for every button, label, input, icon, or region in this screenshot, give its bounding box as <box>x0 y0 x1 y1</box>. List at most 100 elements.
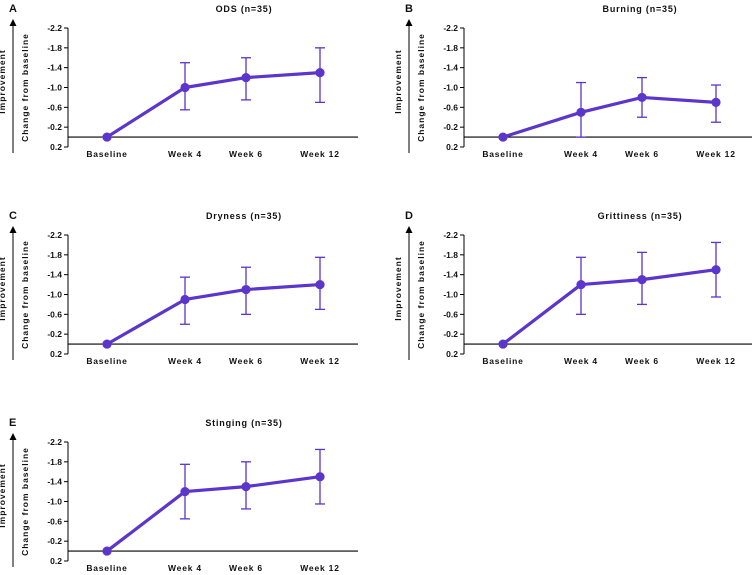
y-tick-label: -2.2 <box>47 23 62 33</box>
y-tick-label: -0.6 <box>47 309 62 319</box>
y-tick-label: -1.4 <box>47 270 62 280</box>
data-point <box>241 284 251 295</box>
series-line <box>502 268 717 346</box>
data-point <box>241 482 251 492</box>
y-tick-label: -1.8 <box>47 457 62 467</box>
improvement-label: Improvement <box>393 49 403 113</box>
x-tick-label: Week 6 <box>229 356 263 366</box>
y-tick-label: -2.2 <box>47 230 62 240</box>
data-point <box>180 486 190 497</box>
y-tick-label: -1.8 <box>443 43 458 53</box>
series-line <box>106 475 321 553</box>
x-tick-label: Week 12 <box>696 356 735 366</box>
panel-letter: C <box>9 210 17 222</box>
y-tick-label: -2.2 <box>47 437 62 447</box>
data-point <box>498 339 508 349</box>
x-tick-label: Week 4 <box>564 149 598 159</box>
y-axis-title: Change from baseline <box>416 33 426 142</box>
chart-title: Stinging (n=35) <box>205 418 282 428</box>
series-line <box>106 71 321 139</box>
x-tick-label: Week 12 <box>300 356 339 366</box>
improvement-arrow-icon <box>9 19 17 26</box>
panel-letter: D <box>405 210 413 222</box>
panel-letter: E <box>9 417 16 429</box>
chart-title: Grittiness (n=35) <box>598 211 683 221</box>
y-tick-label: -0.2 <box>47 329 62 339</box>
y-tick-label: -2.2 <box>443 230 458 240</box>
x-tick-label: Baseline <box>86 563 127 573</box>
y-tick-label: -1.0 <box>443 83 458 93</box>
x-tick-label: Week 12 <box>300 149 339 159</box>
y-tick-label: -1.4 <box>443 63 458 73</box>
y-tick-label: -1.0 <box>47 83 62 93</box>
panel-letter: A <box>9 3 17 15</box>
y-tick-label: 0.2 <box>50 556 62 566</box>
y-axis-title: Change from baseline <box>20 33 30 142</box>
data-point <box>576 279 586 290</box>
y-tick-label: -0.6 <box>443 102 458 112</box>
improvement-label: Improvement <box>0 463 7 527</box>
y-tick-label: -1.0 <box>47 497 62 507</box>
y-axis-title: Change from baseline <box>20 447 30 556</box>
y-tick-label: -1.4 <box>47 477 62 487</box>
y-tick-label: -0.6 <box>47 102 62 112</box>
x-tick-label: Week 6 <box>625 149 659 159</box>
y-tick-label: -0.2 <box>443 329 458 339</box>
x-tick-label: Week 4 <box>564 356 598 366</box>
x-tick-label: Baseline <box>86 149 127 159</box>
panel-c: C Dryness (n=35) -2.2 -1.8 -1.4 -1.0 -0.6 -0.2 0… <box>0 210 358 366</box>
x-tick-label: Baseline <box>482 149 523 159</box>
x-tick-label: Baseline <box>482 356 523 366</box>
data-point <box>180 82 190 93</box>
x-tick-label: Week 4 <box>168 563 202 573</box>
y-tick-label: -1.4 <box>443 270 458 280</box>
data-point <box>576 107 586 117</box>
series-line <box>502 95 717 139</box>
data-point <box>711 265 721 275</box>
y-tick-label: -1.8 <box>443 250 458 260</box>
y-tick-label: -0.2 <box>47 536 62 546</box>
y-tick-label: 0.2 <box>50 349 62 359</box>
x-tick-label: Week 4 <box>168 356 202 366</box>
data-point <box>315 68 325 78</box>
data-point <box>241 72 251 83</box>
data-point <box>637 275 647 285</box>
improvement-label: Improvement <box>0 49 7 113</box>
x-tick-label: Week 4 <box>168 149 202 159</box>
chart-title: Dryness (n=35) <box>206 211 282 221</box>
y-tick-label: -0.6 <box>443 309 458 319</box>
x-tick-label: Baseline <box>86 356 127 366</box>
data-point <box>180 294 190 305</box>
data-point <box>637 92 647 103</box>
y-axis-title: Change from baseline <box>20 240 30 349</box>
panel-d: D Grittiness (n=35) -2.2 -1.8 -1.4 -1.0 -0.6 -0… <box>393 210 752 366</box>
x-tick-label: Week 6 <box>229 563 263 573</box>
panel-b: B Burning (n=35) -2.2 -1.8 -1.4 -1.0 -0.6 -0.2 0… <box>393 3 752 159</box>
y-tick-label: -1.8 <box>47 43 62 53</box>
y-tick-label: -1.0 <box>47 290 62 300</box>
improvement-label: Improvement <box>0 256 7 320</box>
data-point <box>102 132 112 142</box>
data-point <box>102 339 112 349</box>
chart-title: Burning (n=35) <box>603 4 678 14</box>
data-point <box>315 279 325 290</box>
improvement-arrow-icon <box>405 19 413 26</box>
series-line <box>106 282 321 346</box>
y-tick-label: 0.2 <box>446 142 458 152</box>
x-tick-label: Week 12 <box>300 563 339 573</box>
panel-e: E Stinging (n=35) -2.2 -1.8 -1.4 -1.0 -0.6 -0.2… <box>0 417 358 573</box>
panel-letter: B <box>405 3 413 15</box>
panel-a: A ODS (n=35) -2.2 -1.8 -1.4 -1.0 -0.6 -0.2 0.2 Ba… <box>0 3 358 159</box>
y-tick-label: 0.2 <box>446 349 458 359</box>
y-tick-label: -0.6 <box>47 516 62 526</box>
y-tick-label: 0.2 <box>50 142 62 152</box>
x-tick-label: Week 12 <box>696 149 735 159</box>
improvement-arrow-icon <box>405 226 413 233</box>
data-point <box>498 132 508 142</box>
y-tick-label: -0.2 <box>47 122 62 132</box>
y-tick-label: -2.2 <box>443 23 458 33</box>
y-tick-label: -1.0 <box>443 290 458 300</box>
data-point <box>711 97 721 107</box>
x-tick-label: Week 6 <box>229 149 263 159</box>
